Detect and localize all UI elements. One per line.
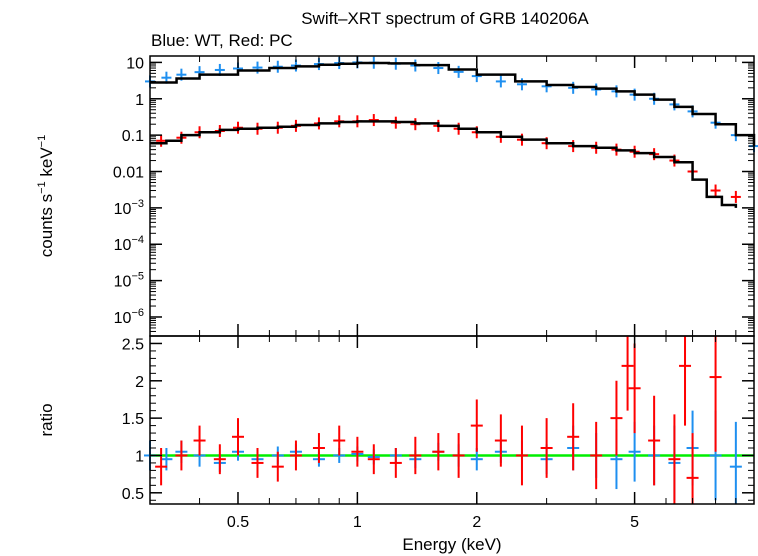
top-ylabel-sup1: −1 [36, 181, 48, 194]
top-ylabel-mid: keV [37, 147, 56, 182]
ratio-series-1-point [155, 448, 168, 486]
ratio-series-1-point [679, 336, 692, 426]
ratio-series-1-point [333, 425, 346, 456]
top-series-0-point [272, 60, 283, 73]
xtick-label: 0.5 [227, 514, 249, 531]
top-series-1-point [156, 134, 167, 147]
top-series-1-point [710, 184, 721, 197]
model-line-0 [150, 61, 756, 147]
ratio-series-1-point [251, 448, 264, 478]
top-data-layer [145, 56, 758, 208]
ratio-series-1-point [648, 395, 661, 486]
bottom-ytick-label: 1 [135, 448, 144, 465]
chart-title: Swift–XRT spectrum of GRB 140206A [301, 9, 589, 28]
ratio-series-1-point [668, 414, 681, 504]
ratio-series-1-point [709, 336, 722, 452]
top-y-axis-label: counts s−1 keV−1 [36, 135, 56, 257]
top-ytick-label: 10−4 [114, 234, 144, 254]
ratio-series-1-point [567, 403, 580, 471]
top-ytick-label: 10−3 [114, 198, 144, 218]
ratio-series-1-point [231, 418, 244, 456]
bottom-ytick-label: 0.5 [122, 486, 144, 503]
ratio-series-1-point [494, 414, 507, 467]
top-ytick-label: 1 [135, 92, 144, 109]
ratio-series-1-point [289, 440, 302, 471]
bottom-axis-ticks: 0.5 1 1.5 2 2.5 [122, 336, 754, 503]
model-line-1 [150, 120, 738, 208]
top-ytick-label: 10−6 [114, 307, 144, 327]
top-ytick-label: 10 [126, 55, 144, 72]
ratio-series-0-point [729, 421, 742, 504]
bottom-panel-frame [149, 335, 755, 505]
top-series-0-point [516, 78, 527, 91]
top-series-1-point [730, 190, 741, 203]
xtick-label: 5 [630, 514, 639, 531]
x-axis-ticks: 0.5 1 2 5 [149, 56, 755, 531]
ratio-series-1-point [175, 440, 188, 471]
ratio-series-1-point [628, 343, 641, 434]
xtick-label: 1 [353, 514, 362, 531]
ratio-series-1-point [610, 380, 623, 456]
ratio-series-1-point [409, 436, 422, 475]
ratio-series-1-point [312, 433, 325, 463]
top-series-0-point [495, 75, 506, 88]
top-ylabel-sup2: −1 [36, 135, 48, 148]
bottom-ytick-label: 2.5 [122, 336, 144, 353]
top-ytick-label: 0.1 [122, 128, 144, 145]
ratio-series-1-point [271, 451, 284, 482]
ratio-series-1-point [213, 444, 226, 475]
top-ytick-label: 0.01 [113, 165, 144, 182]
top-series-0-point [252, 61, 263, 74]
bottom-data-layer [144, 336, 754, 504]
ratio-series-1-point [367, 444, 380, 475]
top-series-1-point [368, 114, 379, 127]
top-ytick-label: 10−5 [114, 271, 144, 291]
bottom-y-axis-label: ratio [37, 403, 56, 436]
ratio-series-1-point [470, 399, 483, 452]
ratio-series-1-point [452, 433, 465, 478]
bottom-ytick-label: 2 [135, 374, 144, 391]
xtick-label: 2 [472, 514, 481, 531]
ratio-series-1-point [389, 448, 402, 478]
chart-subtitle: Blue: WT, Red: PC [151, 31, 293, 50]
bottom-ytick-label: 1.5 [122, 411, 144, 428]
top-panel-frame [149, 55, 755, 337]
ratio-series-1-point [621, 336, 634, 411]
top-series-0-point [433, 62, 444, 75]
top-axis-ticks: 10 1 0.1 0.01 10−3 10−4 10−5 10−6 [113, 55, 754, 337]
bottom-panel: 0.5 1 1.5 2 2.5 ratio [37, 335, 755, 505]
x-axis-label: Energy (keV) [402, 535, 501, 554]
top-series-0-point [453, 65, 464, 78]
ratio-series-1-point [540, 418, 553, 478]
ratio-series-1-point [432, 433, 445, 471]
ratio-series-1-point [351, 436, 364, 467]
top-ylabel-main: counts s [37, 194, 56, 257]
ratio-series-1-point [515, 425, 528, 486]
ratio-series-1-point [193, 425, 206, 456]
ratio-series-1-point [590, 421, 603, 490]
ratio-series-1-point [686, 433, 699, 504]
